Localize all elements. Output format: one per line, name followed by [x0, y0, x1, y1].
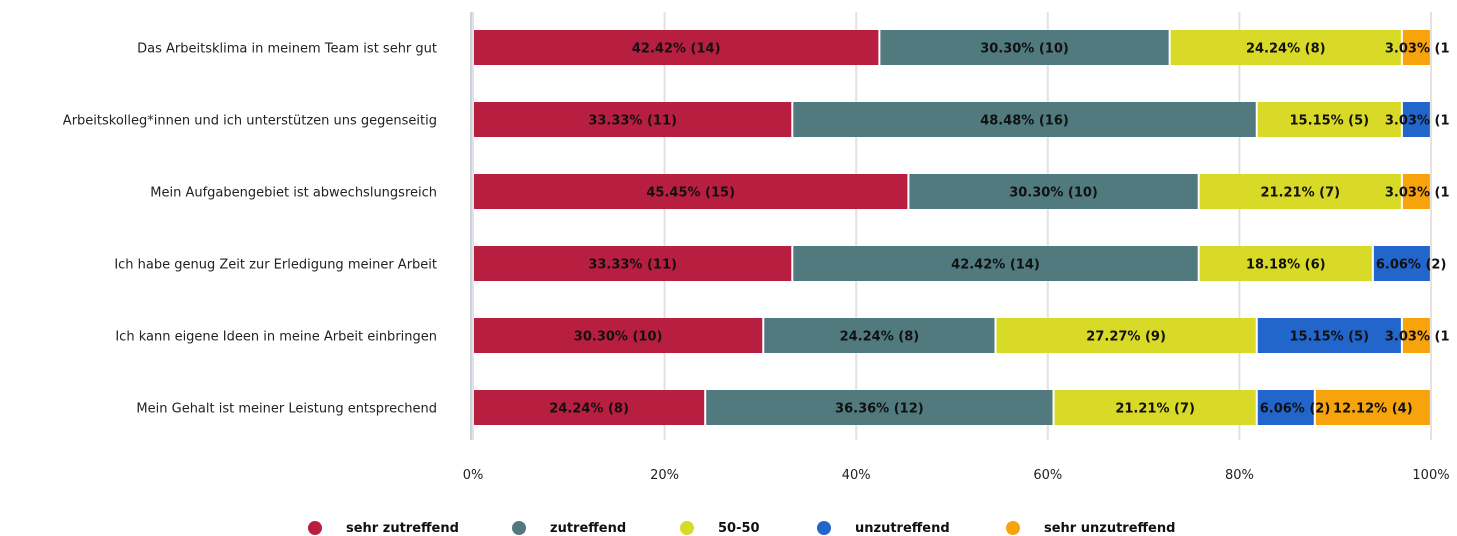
data-label: 42.42% (14) [951, 258, 1040, 273]
data-label: 3.03% (1 [1385, 42, 1450, 57]
bar-segment [1054, 390, 1256, 425]
data-label: 6.06% (2) [1376, 258, 1447, 273]
category-label: Mein Aufgabengebiet ist abwechslungsreic… [150, 186, 437, 201]
legend-label: sehr unzutreffend [1044, 521, 1175, 536]
bar-segment [1402, 174, 1430, 209]
bar-segment [1199, 174, 1401, 209]
data-label: 30.30% (10) [1009, 186, 1098, 201]
data-label: 15.15% (5) [1290, 330, 1370, 345]
bar-segment [793, 246, 1198, 281]
bar-segment [1257, 102, 1401, 137]
x-tick-label: 0% [463, 468, 484, 483]
bar-segment [706, 390, 1053, 425]
category-label: Das Arbeitsklima in meinem Team ist sehr… [137, 42, 437, 57]
x-tick-label: 100% [1412, 468, 1449, 483]
data-label: 24.24% (8) [840, 330, 920, 345]
data-label: 33.33% (11) [588, 114, 677, 129]
data-label: 21.21% (7) [1260, 186, 1340, 201]
legend-label: 50-50 [718, 521, 760, 536]
bar-segment [1170, 30, 1401, 65]
data-label: 21.21% (7) [1115, 402, 1195, 417]
bar-segment [1402, 30, 1430, 65]
data-label: 30.30% (10) [980, 42, 1069, 57]
legend-label: sehr zutreffend [346, 521, 459, 536]
bar-segment [474, 390, 705, 425]
data-label: 24.24% (8) [1246, 42, 1326, 57]
data-label: 3.03% (1 [1385, 114, 1450, 129]
bar-segment [1257, 390, 1314, 425]
data-label: 48.48% (16) [980, 114, 1069, 129]
bar-segment [474, 102, 792, 137]
legend-label: unzutreffend [855, 521, 950, 536]
bar-segment [1199, 246, 1372, 281]
legend-marker [1006, 521, 1020, 535]
bar-segment [909, 174, 1198, 209]
category-labels: Das Arbeitsklima in meinem Team ist sehr… [63, 42, 437, 417]
data-label: 3.03% (1 [1385, 186, 1450, 201]
x-tick-label: 20% [650, 468, 679, 483]
data-label: 12.12% (4) [1333, 402, 1413, 417]
legend-marker [680, 521, 694, 535]
data-label: 27.27% (9) [1086, 330, 1166, 345]
data-label: 45.45% (15) [646, 186, 735, 201]
category-label: Arbeitskolleg*innen und ich unterstützen… [63, 114, 437, 129]
bar-segment [880, 30, 1169, 65]
legend-marker [512, 521, 526, 535]
bars [474, 30, 1430, 425]
data-label: 30.30% (10) [574, 330, 663, 345]
bar-segment [764, 318, 995, 353]
legend-marker [817, 521, 831, 535]
data-label: 36.36% (12) [835, 402, 924, 417]
bar-segment [1402, 102, 1430, 137]
bar-segment [793, 102, 1256, 137]
data-label: 15.15% (5) [1290, 114, 1370, 129]
data-label: 24.24% (8) [549, 402, 629, 417]
legend-marker [308, 521, 322, 535]
x-tick-label: 80% [1225, 468, 1254, 483]
bar-segment [1373, 246, 1430, 281]
data-label: 42.42% (14) [632, 42, 721, 57]
data-label: 6.06% (2) [1260, 402, 1331, 417]
bar-segment [1315, 390, 1430, 425]
data-label: 18.18% (6) [1246, 258, 1326, 273]
bar-segment [1402, 318, 1430, 353]
bar-segment [474, 246, 792, 281]
x-tick-label: 40% [842, 468, 871, 483]
legend: sehr zutreffend zutreffend 50-50 unzutreffe… [308, 521, 1175, 536]
category-label: Ich habe genug Zeit zur Erledigung meine… [114, 258, 437, 273]
bar-segment [474, 30, 879, 65]
x-tick-label: 60% [1033, 468, 1062, 483]
bar-segment [996, 318, 1256, 353]
category-label: Mein Gehalt ist meiner Leistung entsprec… [136, 402, 437, 417]
bar-segment [1257, 318, 1401, 353]
x-axis-ticks: 0% 20% 40% 60% 80% 100% [463, 468, 1450, 483]
category-label: Ich kann eigene Ideen in meine Arbeit ei… [115, 330, 437, 345]
legend-label: zutreffend [550, 521, 626, 536]
bar-segment [474, 174, 908, 209]
bar-segment [474, 318, 763, 353]
data-label: 33.33% (11) [588, 258, 677, 273]
data-labels: 42.42% (14) 30.30% (10) 24.24% (8) 3.03% (1… [549, 42, 1449, 417]
gridlines [470, 12, 1432, 440]
data-label: 3.03% (1 [1385, 330, 1450, 345]
